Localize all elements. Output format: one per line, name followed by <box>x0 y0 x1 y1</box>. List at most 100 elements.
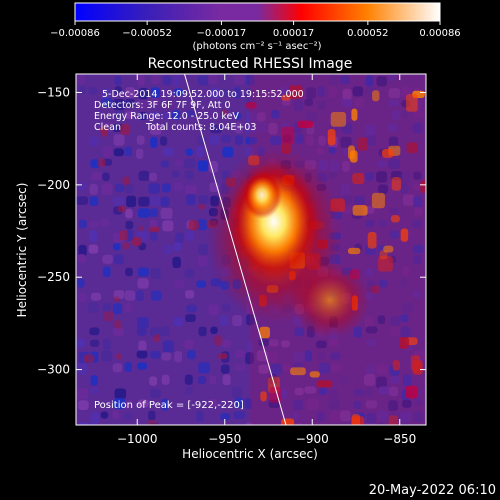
noise-cell <box>137 278 149 289</box>
noise-cell <box>196 280 207 288</box>
emission-speckle <box>113 296 121 303</box>
noise-cell <box>210 87 220 99</box>
noise-cell <box>376 171 388 183</box>
emission-speckle <box>113 320 122 329</box>
noise-cell <box>149 376 158 386</box>
noise-cell <box>234 122 243 134</box>
noise-cell <box>354 98 365 108</box>
noise-cell <box>400 411 411 423</box>
noise-cell <box>365 75 374 87</box>
emission-speckle <box>370 285 380 294</box>
noise-cell <box>210 326 218 334</box>
noise-cell <box>306 87 316 99</box>
noise-cell <box>388 123 398 132</box>
x-tick-label: −850 <box>383 432 416 446</box>
emission-speckle <box>288 85 303 99</box>
noise-cell <box>77 278 85 288</box>
noise-cell <box>329 74 339 86</box>
noise-cell <box>125 98 135 108</box>
noise-cell <box>78 422 90 425</box>
noise-cell <box>173 88 184 96</box>
emission-speckle <box>388 415 399 425</box>
noise-cell <box>318 352 326 362</box>
noise-cell <box>198 255 208 267</box>
noise-cell <box>270 136 282 145</box>
noise-cell <box>88 220 100 229</box>
noise-cell <box>126 195 137 208</box>
noise-cell <box>137 208 150 218</box>
noise-cell <box>150 267 161 279</box>
noise-cell <box>364 124 376 137</box>
noise-cell <box>341 98 353 108</box>
noise-cell <box>220 412 231 421</box>
noise-cell <box>148 172 157 182</box>
noise-cell <box>184 374 193 385</box>
noise-cell <box>246 74 255 86</box>
noise-cell <box>402 374 412 387</box>
noise-cell <box>316 147 324 156</box>
emission-speckle <box>188 220 200 231</box>
noise-cell <box>150 87 161 98</box>
noise-cell <box>149 208 158 217</box>
noise-cell <box>162 75 172 86</box>
colorbar-tick-label: 0.00086 <box>419 28 460 39</box>
emission-speckle <box>348 145 355 160</box>
emission-speckle <box>383 245 394 253</box>
noise-cell <box>88 244 99 254</box>
chart-title: Reconstructed RHESSI Image <box>148 56 353 72</box>
noise-cell <box>101 183 113 196</box>
noise-cell <box>220 314 228 327</box>
noise-cell <box>161 374 170 385</box>
colorbar-tick-label: −0.00086 <box>50 28 100 39</box>
noise-cell <box>185 110 195 118</box>
noise-cell <box>306 111 318 122</box>
noise-cell <box>342 160 350 172</box>
noise-cell <box>318 362 331 374</box>
noise-cell <box>208 74 218 85</box>
emission-speckle <box>371 192 385 209</box>
emission-speckle <box>149 226 160 233</box>
noise-cell <box>292 352 305 363</box>
noise-cell <box>162 244 173 255</box>
noise-cell <box>138 111 148 121</box>
noise-cell <box>378 184 389 194</box>
emission-speckle <box>260 391 267 402</box>
noise-cell <box>162 111 170 120</box>
noise-cell <box>124 290 136 301</box>
noise-cell <box>376 410 388 422</box>
noise-cell <box>149 388 161 399</box>
noise-cell <box>150 290 162 301</box>
noise-cell <box>88 87 98 95</box>
emission-speckle <box>405 385 418 399</box>
noise-cell <box>209 375 217 385</box>
emission-speckle <box>122 176 130 186</box>
noise-cell <box>234 350 246 358</box>
noise-cell <box>136 290 144 302</box>
solar-limb-line <box>184 74 287 425</box>
noise-cell <box>78 292 87 302</box>
noise-cell <box>124 146 132 157</box>
emission-speckle <box>103 311 114 322</box>
noise-cell <box>366 280 376 293</box>
noise-cell <box>173 75 181 87</box>
noise-cell <box>78 86 87 94</box>
noise-cell <box>113 290 125 299</box>
noise-cell <box>376 160 387 168</box>
noise-cell <box>342 88 352 101</box>
noise-cell <box>185 148 193 156</box>
noise-cell <box>318 387 328 395</box>
noise-cell <box>378 422 386 425</box>
noise-cell <box>352 86 364 97</box>
noise-cell <box>125 220 134 230</box>
noise-cell <box>88 230 98 242</box>
noise-cell <box>413 196 423 208</box>
noise-cell <box>124 412 133 420</box>
noise-cell <box>365 326 378 334</box>
noise-cell <box>113 327 124 336</box>
y-axis-label: Heliocentric Y (arcsec) <box>15 183 29 318</box>
noise-cell <box>414 207 424 216</box>
noise-cell <box>377 315 386 324</box>
flare-upper-source <box>242 171 282 219</box>
noise-cell <box>124 184 134 194</box>
emission-speckle <box>97 158 106 167</box>
